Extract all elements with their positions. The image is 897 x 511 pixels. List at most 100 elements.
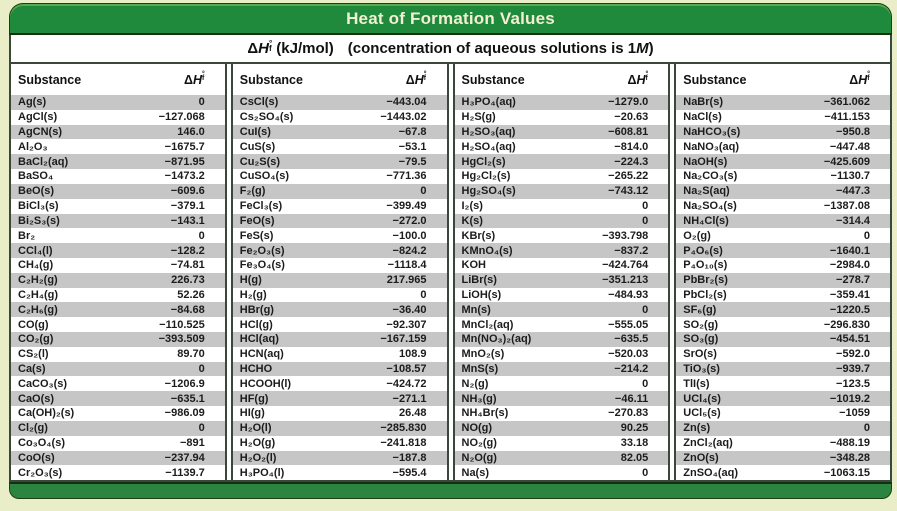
substance-cell: HBr(g): [239, 303, 274, 316]
delta-hf-symbol: Δ H ° f: [627, 71, 649, 87]
substance-header-label: Substance: [683, 72, 747, 87]
table-row: BaSO₄ −1473.2: [11, 169, 225, 184]
value-cell: −411.153: [824, 111, 870, 124]
table-row: HI(g) 26.48: [233, 406, 447, 421]
substance-cell: SrO(s): [683, 348, 717, 361]
substance-cell: H₂O₂(l): [239, 451, 277, 464]
substance-cell: KOH: [461, 259, 486, 272]
table-row: O₂(g) 0: [676, 228, 890, 243]
value-cell: −424.72: [386, 377, 427, 390]
value-cell: 0: [420, 288, 427, 301]
substance-cell: NaBr(s): [683, 96, 723, 109]
table-row: H₂S(g) −20.63: [455, 110, 669, 125]
value-cell: 89.70: [177, 348, 205, 361]
value-cell: −92.307: [386, 318, 427, 331]
table-row: PbBr₂(s) −278.7: [676, 272, 890, 288]
table-row: N₂O(g) 82.05: [454, 450, 669, 466]
substance-cell: BaSO₄: [18, 170, 54, 183]
value-cell: −1443.02: [380, 111, 427, 124]
value-cell: −108.57: [386, 363, 427, 376]
table-row: FeS(s) −100.0: [233, 228, 447, 243]
substance-cell: NaHCO₃(s): [683, 126, 741, 139]
substance-cell: CCl₄(l): [18, 244, 53, 257]
substance-cell: FeS(s): [239, 229, 274, 242]
table-row: F₂(g) 0: [232, 183, 447, 199]
substance-cell: H₃PO₄(l): [239, 466, 285, 479]
value-cell: −1387.08: [823, 200, 870, 213]
substance-cell: H(g): [239, 274, 262, 287]
table-row: KOH −424.764: [455, 258, 669, 273]
substance-cell: Cs₂SO₄(s): [239, 111, 294, 124]
value-cell: −1220.5: [829, 303, 870, 316]
table-row: BeO(s) −609.6: [11, 183, 225, 199]
table-row: HgCl₂(s) −224.3: [454, 154, 669, 170]
value-cell: −555.05: [608, 318, 649, 331]
value-cell: −314.4: [836, 214, 870, 227]
table-row: CaO(s) −635.1: [11, 391, 225, 407]
value-cell: −241.818: [380, 437, 427, 450]
value-cell: −609.6: [170, 185, 205, 198]
substance-cell: ZnCl₂(aq): [683, 437, 733, 450]
substance-cell: CuS(s): [239, 140, 276, 153]
table-row: CaCO₃(s) −1206.9: [11, 376, 225, 391]
value-cell: 26.48: [398, 407, 427, 420]
value-cell: −296.830: [823, 318, 870, 331]
value-cell: −986.09: [164, 407, 205, 420]
table-row: Na₂S(aq) −447.3: [676, 183, 890, 199]
table-row: CO₂(g) −393.509: [11, 332, 225, 347]
value-cell: −270.83: [608, 407, 649, 420]
substance-cell: NaNO₃(aq): [683, 140, 740, 153]
value-cell: −167.159: [380, 333, 427, 346]
table-row: CO(g) −110.525: [11, 317, 225, 332]
table-row: H₂O₂(l) −187.8: [232, 450, 447, 466]
table-row: SrO(s) −592.0: [676, 347, 890, 362]
value-cell: −950.8: [836, 126, 870, 139]
value-cell: −1059: [839, 407, 870, 420]
table-row: Cs₂SO₄(s) −1443.02: [233, 110, 447, 125]
value-cell: −237.94: [164, 451, 205, 464]
substance-cell: Br₂: [18, 229, 36, 242]
substance-cell: Na₂SO₄(s): [683, 200, 737, 213]
value-cell: −520.03: [608, 348, 649, 361]
table-column-3: Substance Δ H ° f H₃PO₄(aq) −1279.0 H₂S(g) −20…: [452, 64, 671, 480]
substance-cell: HCN(aq): [239, 348, 284, 361]
table-row: UCl₄(s) −1019.2: [676, 391, 890, 407]
value-cell: −443.04: [386, 96, 427, 109]
table-row: HF(g) −271.1: [232, 391, 447, 407]
value-cell: −871.95: [164, 155, 205, 168]
table-bottom-bar: [9, 482, 892, 499]
substance-cell: PbBr₂(s): [683, 274, 728, 287]
value-cell: −824.2: [392, 244, 427, 257]
table-row: Br₂ 0: [11, 228, 225, 243]
value-cell: −272.0: [392, 214, 427, 227]
table-row: PbCl₂(s) −359.41: [676, 288, 890, 303]
table-row: Ca(OH)₂(s) −986.09: [11, 406, 225, 421]
value-cell: −592.0: [836, 348, 870, 361]
value-cell: 108.9: [398, 348, 427, 361]
substance-cell: Mn(s): [461, 303, 491, 316]
table-row: NaCl(s) −411.153: [676, 110, 890, 125]
table-row: UCl₅(s) −1059: [676, 406, 890, 421]
substance-cell: CuI(s): [239, 126, 271, 139]
value-cell: −1206.9: [164, 377, 205, 390]
value-cell: −1675.7: [164, 140, 205, 153]
value-cell: −379.1: [170, 200, 205, 213]
substance-cell: SO₂(g): [683, 318, 719, 331]
substance-cell: HF(g): [239, 392, 269, 405]
substance-cell: UCl₅(s): [683, 407, 721, 420]
value-cell: 90.25: [620, 422, 649, 435]
substance-cell: H₂S(g): [461, 111, 496, 124]
table-row: FeO(s) −272.0: [232, 213, 447, 229]
value-cell: −74.81: [170, 259, 205, 272]
table-row: HCl(aq) −167.159: [232, 332, 447, 347]
table-row: NH₄Br(s) −270.83: [455, 406, 669, 421]
substance-cell: Ca(OH)₂(s): [18, 407, 75, 420]
table-row: Zn(s) 0: [676, 420, 890, 436]
table-row: H₂SO₃(aq) −608.81: [454, 124, 669, 140]
value-cell: −425.609: [823, 155, 870, 168]
substance-cell: ZnO(s): [683, 451, 719, 464]
column-rows: Ag(s) 0 AgCl(s) −127.068 AgCN(s) 146.0 Al₂O₃ −1…: [11, 95, 225, 480]
table-row: LiBr(s) −351.213: [454, 272, 669, 288]
substance-header-label: Substance: [461, 72, 525, 87]
table-row: CuS(s) −53.1: [233, 139, 447, 154]
